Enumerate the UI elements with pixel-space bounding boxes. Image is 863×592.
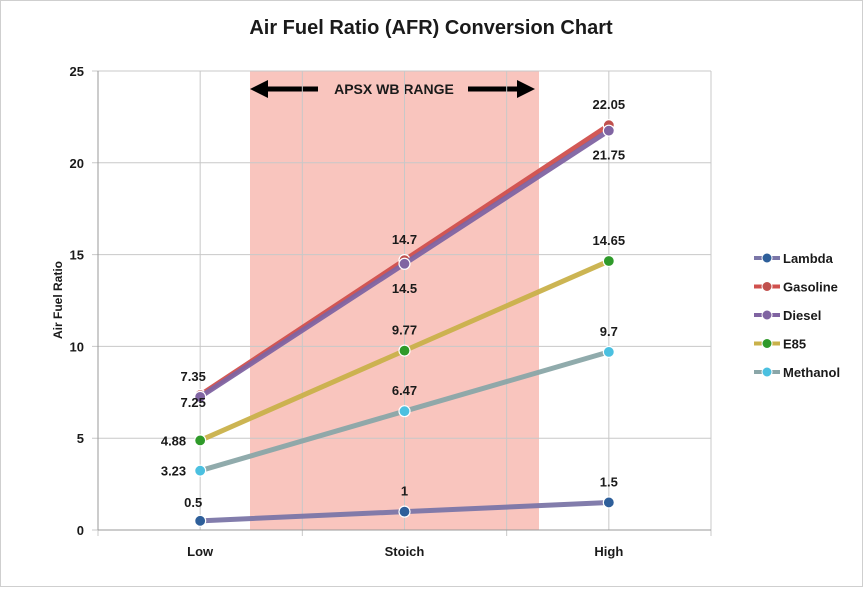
data-point-lambda <box>398 505 411 518</box>
data-label-lambda: 0.5 <box>184 495 202 510</box>
data-point-e85 <box>602 254 615 268</box>
legend-label-methanol: Methanol <box>783 365 840 380</box>
data-point-lambda <box>602 496 615 509</box>
legend-marker-gasoline <box>761 281 773 292</box>
legend-marker-lambda <box>761 252 773 264</box>
data-point-methanol <box>398 405 411 418</box>
y-tick-label: 10 <box>70 339 84 354</box>
data-point-lambda <box>194 514 207 527</box>
data-label-gasoline: 7.35 <box>181 369 206 384</box>
data-label-diesel: 7.25 <box>181 395 206 410</box>
data-label-e85: 14.65 <box>593 233 626 248</box>
legend-marker-e85 <box>761 338 773 349</box>
data-point-diesel <box>602 124 615 137</box>
legend-marker-diesel <box>761 309 773 321</box>
y-axis-label: Air Fuel Ratio <box>51 261 65 339</box>
data-label-diesel: 14.5 <box>392 281 417 296</box>
y-tick-label: 20 <box>70 156 84 171</box>
x-tick-label: Low <box>187 544 214 559</box>
legend-label-e85: E85 <box>783 337 806 352</box>
y-tick-label: 5 <box>77 431 84 446</box>
data-point-e85 <box>398 344 411 357</box>
data-label-lambda: 1.5 <box>600 474 618 489</box>
data-label-gasoline: 14.7 <box>392 232 417 247</box>
range-arrow-right-head <box>517 80 535 98</box>
y-tick-label: 15 <box>70 248 84 263</box>
x-tick-label: Stoich <box>385 544 425 559</box>
range-arrow-left-head <box>250 80 268 98</box>
range-band <box>250 71 539 530</box>
data-point-methanol <box>602 345 615 359</box>
data-label-gasoline: 22.05 <box>593 97 626 112</box>
data-label-e85: 4.88 <box>161 433 186 448</box>
data-label-methanol: 9.7 <box>600 324 618 339</box>
x-tick-label: High <box>594 544 623 559</box>
chart-title: Air Fuel Ratio (AFR) Conversion Chart <box>249 17 613 39</box>
data-label-methanol: 3.23 <box>161 464 186 479</box>
legend-label-gasoline: Gasoline <box>783 280 838 295</box>
data-point-diesel <box>398 257 411 270</box>
legend-marker-methanol <box>761 366 773 378</box>
data-label-lambda: 1 <box>401 484 408 499</box>
data-point-diesel <box>194 390 207 403</box>
data-point-methanol <box>194 464 207 477</box>
range-annotation: APSX WB RANGE <box>334 81 454 97</box>
legend-label-diesel: Diesel <box>783 308 821 323</box>
y-tick-label: 25 <box>70 64 84 79</box>
legend-label-lambda: Lambda <box>783 251 834 266</box>
data-label-e85: 9.77 <box>392 323 417 338</box>
data-label-methanol: 6.47 <box>392 383 417 398</box>
data-label-diesel: 21.75 <box>593 148 626 163</box>
data-point-e85 <box>194 434 207 447</box>
y-tick-label: 0 <box>77 523 84 538</box>
